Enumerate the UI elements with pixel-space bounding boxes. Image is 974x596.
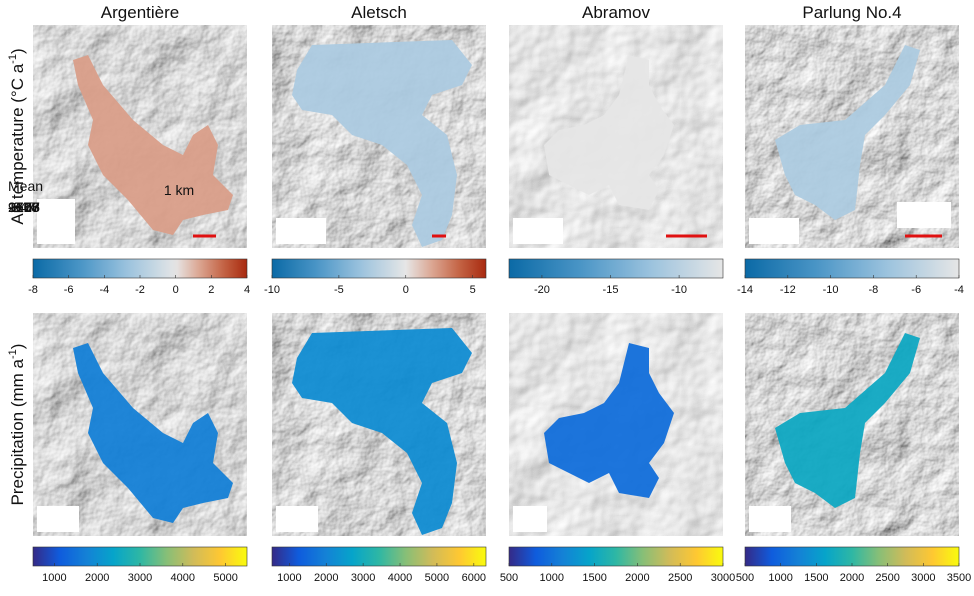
colorbar-tick-label: -5 bbox=[334, 284, 344, 296]
colorbar-tick-label: -10 bbox=[264, 284, 280, 296]
colorbar-tick-label: 6000 bbox=[462, 572, 486, 584]
colorbar-tick-label: 0 bbox=[173, 284, 179, 296]
value-box bbox=[513, 506, 547, 532]
mean-label: Mean bbox=[8, 178, 43, 194]
colorbar-tick-label: -12 bbox=[780, 284, 796, 296]
map-panel bbox=[272, 313, 486, 536]
colorbar-tick-label: 2000 bbox=[840, 572, 864, 584]
colorbar-tick-label: -8 bbox=[869, 284, 879, 296]
map-panel bbox=[509, 25, 723, 248]
colorbar-tick-label: -20 bbox=[534, 284, 550, 296]
colorbar-tick-label: 0 bbox=[403, 284, 409, 296]
map-panel bbox=[745, 313, 959, 536]
colorbar-tick-label: 2000 bbox=[625, 572, 649, 584]
value-box bbox=[749, 218, 799, 244]
colorbar bbox=[509, 547, 723, 566]
colorbar-tick-label: 4 bbox=[244, 284, 250, 296]
value-box bbox=[37, 506, 79, 532]
row-label-sup: -1 bbox=[7, 54, 19, 64]
colorbar-tick-label: -10 bbox=[823, 284, 839, 296]
colorbar bbox=[272, 547, 486, 566]
colorbar-tick-label: 3000 bbox=[351, 572, 375, 584]
row-label-sup: -1 bbox=[7, 349, 19, 359]
colorbar-tick-label: 500 bbox=[736, 572, 754, 584]
colorbar-tick-label: -10 bbox=[671, 284, 687, 296]
column-title: Abramov bbox=[582, 3, 651, 22]
figure: ArgentièreAletschAbramovParlung No.4Air … bbox=[0, 0, 974, 591]
colorbar-tick-label: 3500 bbox=[947, 572, 971, 584]
colorbar-tick-label: 3000 bbox=[911, 572, 935, 584]
row-label-end: ) bbox=[8, 48, 27, 54]
colorbar-tick-label: 2500 bbox=[668, 572, 692, 584]
row-label-text: Precipitation (mm a bbox=[8, 358, 27, 505]
scale-label: 1 km bbox=[164, 182, 194, 198]
colorbar-tick-label: -14 bbox=[737, 284, 753, 296]
value-box bbox=[749, 506, 791, 532]
map-panel bbox=[745, 25, 959, 248]
map-panel bbox=[33, 313, 247, 536]
map-panel bbox=[33, 25, 247, 248]
colorbar bbox=[272, 259, 486, 278]
row-label: Precipitation (mm a-1) bbox=[7, 344, 27, 506]
colorbar-tick-label: 2000 bbox=[314, 572, 338, 584]
colorbar-tick-label: -6 bbox=[64, 284, 74, 296]
colorbar-tick-label: 1000 bbox=[277, 572, 301, 584]
colorbar-tick-label: 5000 bbox=[425, 572, 449, 584]
mean-value: 1707 bbox=[8, 199, 39, 215]
colorbar-tick-label: 4000 bbox=[388, 572, 412, 584]
colorbar-tick-label: 4000 bbox=[171, 572, 195, 584]
row-label-end: ) bbox=[8, 344, 27, 350]
colorbar-tick-label: 2 bbox=[208, 284, 214, 296]
colorbar-tick-label: 5 bbox=[470, 284, 476, 296]
colorbar-tick-label: -2 bbox=[135, 284, 145, 296]
colorbar-tick-label: -15 bbox=[603, 284, 619, 296]
value-box bbox=[276, 218, 326, 244]
colorbar-tick-label: -4 bbox=[99, 284, 109, 296]
colorbar-tick-label: -8 bbox=[28, 284, 38, 296]
colorbar-tick-label: 1000 bbox=[540, 572, 564, 584]
map-panel bbox=[272, 25, 486, 248]
scale-label-box bbox=[897, 202, 951, 228]
colorbar bbox=[509, 259, 723, 278]
column-title: Aletsch bbox=[351, 3, 407, 22]
value-box bbox=[276, 506, 318, 532]
colorbar-tick-label: 1000 bbox=[42, 572, 66, 584]
column-title: Argentière bbox=[101, 3, 179, 22]
colorbar-tick-label: 2500 bbox=[875, 572, 899, 584]
colorbar-tick-label: 5000 bbox=[213, 572, 237, 584]
colorbar bbox=[745, 259, 959, 278]
value-box bbox=[37, 199, 75, 244]
colorbar-tick-label: 1500 bbox=[804, 572, 828, 584]
column-title: Parlung No.4 bbox=[802, 3, 901, 22]
colorbar-tick-label: -6 bbox=[911, 284, 921, 296]
colorbar-tick-label: 3000 bbox=[711, 572, 735, 584]
colorbar-tick-label: 3000 bbox=[128, 572, 152, 584]
colorbar-tick-label: 500 bbox=[500, 572, 518, 584]
colorbar-tick-label: 2000 bbox=[85, 572, 109, 584]
value-box bbox=[513, 218, 563, 244]
colorbar-tick-label: 1000 bbox=[768, 572, 792, 584]
colorbar-tick-label: -4 bbox=[954, 284, 964, 296]
map-panel bbox=[509, 313, 723, 536]
colorbar-tick-label: 1500 bbox=[582, 572, 606, 584]
